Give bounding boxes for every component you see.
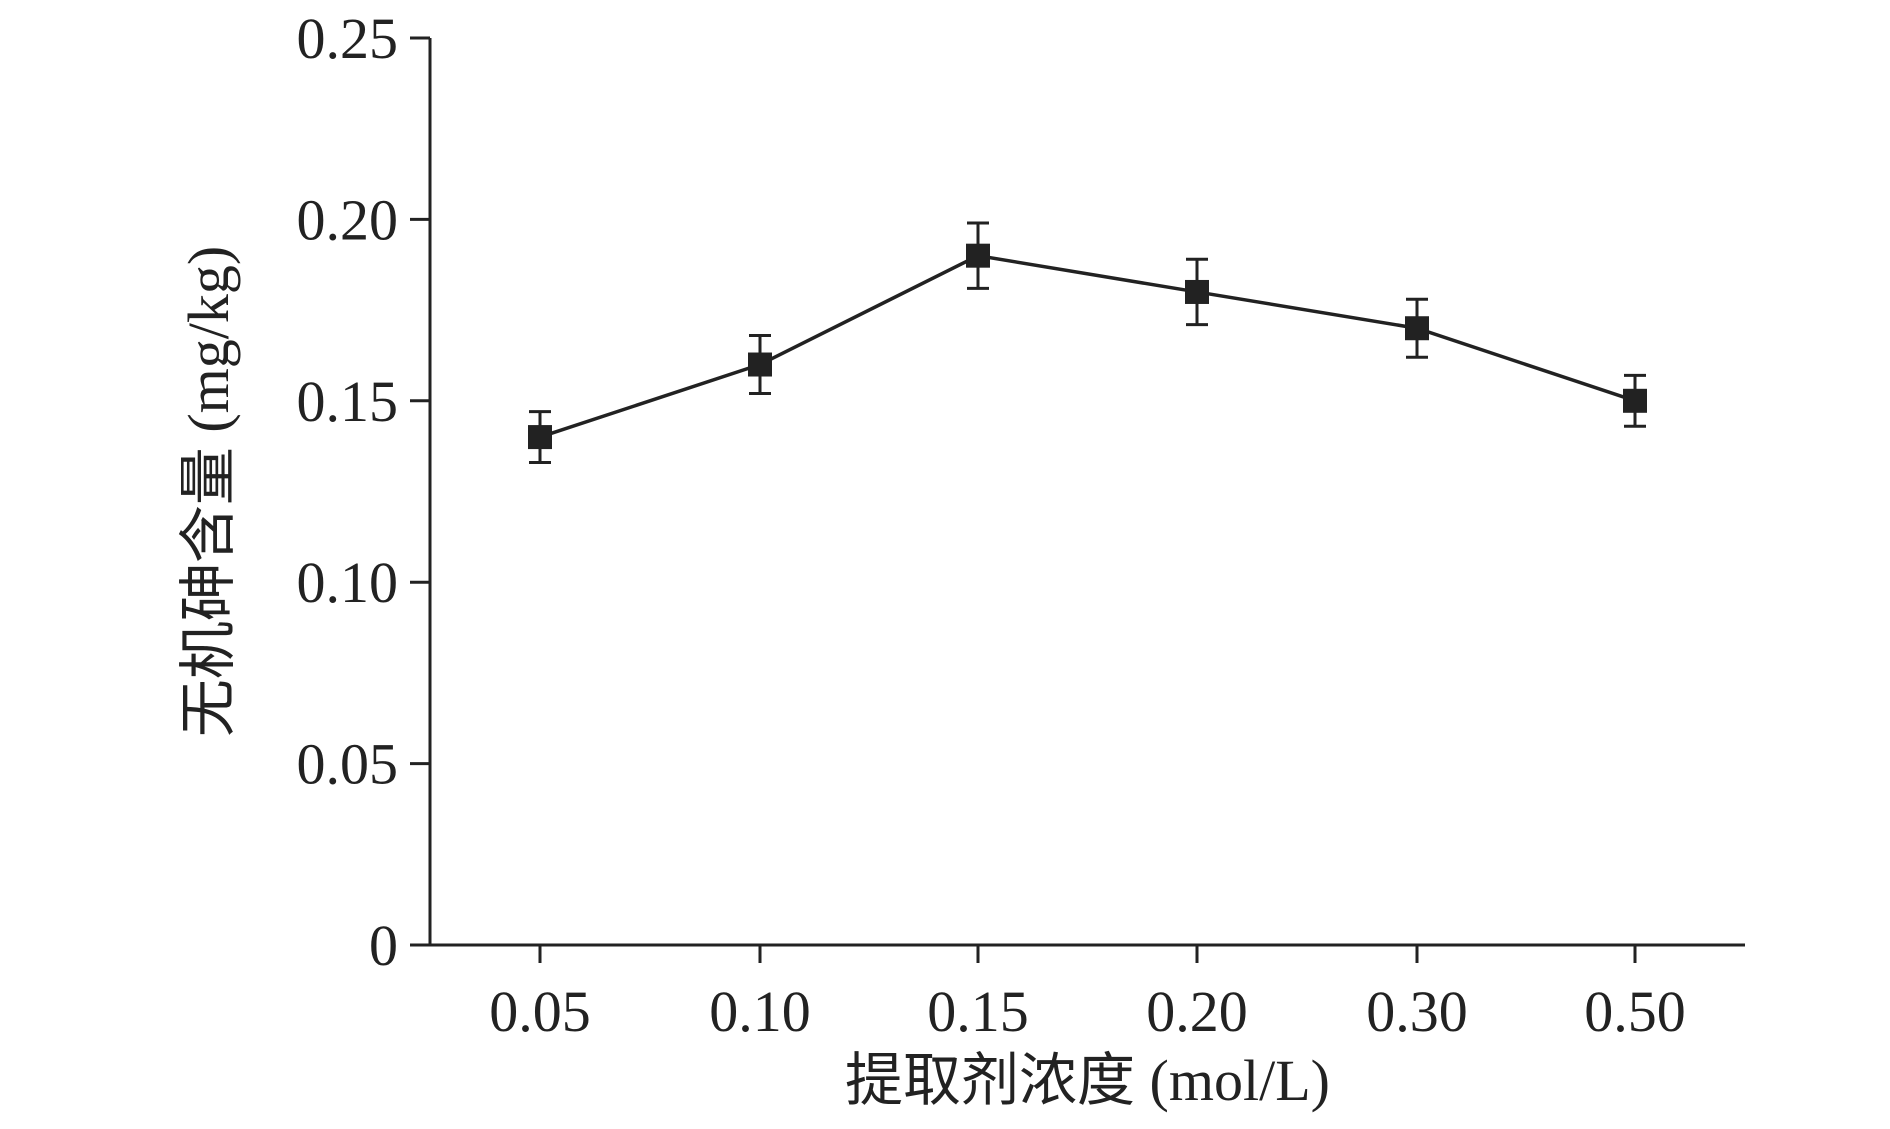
series-line [539,253,1636,439]
y-tick-label: 0.10 [297,550,399,615]
y-axis-label: 无机砷含量 (mg/kg) [176,246,241,737]
x-tick-label: 0.05 [489,979,591,1044]
x-tick-label: 0.20 [1146,979,1248,1044]
x-tick-label: 0.50 [1584,979,1686,1044]
error-bars [529,221,1646,464]
data-markers [528,243,1647,450]
y-tick-label: 0 [369,913,398,978]
data-point [1185,279,1209,304]
y-tick-label: 0.20 [297,187,399,252]
data-point [966,243,990,268]
y-tick-label: 0.05 [297,732,399,797]
data-point [748,352,772,377]
y-tick-label: 0.25 [297,6,399,71]
x-tick-label: 0.30 [1366,979,1468,1044]
y-axis-ticks: 0 0.05 0.10 0.15 0.20 0.25 [297,6,430,978]
x-tick-label: 0.10 [709,979,811,1044]
data-point [1405,316,1429,341]
x-axis-ticks: 0.05 0.10 0.15 0.20 0.30 0.50 [489,945,1686,1044]
data-point [1623,388,1647,413]
x-axis-label: 提取剂浓度 (mol/L) [845,1048,1330,1113]
y-tick-label: 0.15 [297,369,399,434]
x-tick-label: 0.15 [927,979,1029,1044]
data-point [528,425,552,450]
